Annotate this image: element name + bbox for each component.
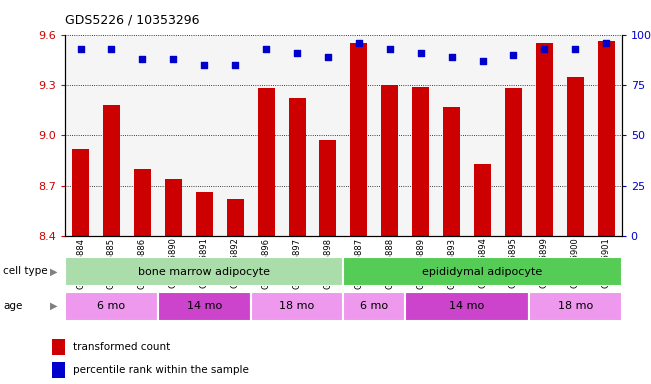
Bar xyxy=(350,43,367,236)
Point xyxy=(353,40,364,46)
Bar xyxy=(405,292,529,321)
Bar xyxy=(134,169,151,236)
Point xyxy=(106,46,117,52)
Bar xyxy=(165,179,182,236)
Text: 6 mo: 6 mo xyxy=(98,301,126,311)
Bar xyxy=(343,292,405,321)
Point xyxy=(137,56,148,62)
Bar xyxy=(536,43,553,236)
Point xyxy=(76,46,86,52)
Bar xyxy=(288,98,305,236)
Text: cell type: cell type xyxy=(3,266,48,276)
Bar xyxy=(474,164,491,236)
Text: ▶: ▶ xyxy=(49,266,57,276)
Text: 18 mo: 18 mo xyxy=(279,301,314,311)
Point xyxy=(415,50,426,56)
Bar xyxy=(196,192,213,236)
Bar xyxy=(227,199,243,236)
Bar xyxy=(598,41,615,236)
Point xyxy=(261,46,271,52)
Bar xyxy=(320,141,337,236)
Point xyxy=(292,50,302,56)
Bar xyxy=(412,87,429,236)
Point xyxy=(447,54,457,60)
Bar xyxy=(529,292,622,321)
Point xyxy=(601,40,611,46)
Point xyxy=(168,56,178,62)
Bar xyxy=(567,76,584,236)
Point xyxy=(199,62,210,68)
Text: 18 mo: 18 mo xyxy=(558,301,593,311)
Text: 14 mo: 14 mo xyxy=(449,301,485,311)
Text: epididymal adipocyte: epididymal adipocyte xyxy=(422,266,543,277)
Bar xyxy=(258,88,275,236)
Point xyxy=(385,46,395,52)
Point xyxy=(570,46,581,52)
Point xyxy=(539,46,549,52)
Point xyxy=(230,62,240,68)
Text: ▶: ▶ xyxy=(49,301,57,311)
Text: GDS5226 / 10353296: GDS5226 / 10353296 xyxy=(65,13,200,26)
Point xyxy=(477,58,488,64)
Bar xyxy=(52,339,65,355)
Text: age: age xyxy=(3,301,23,311)
Bar xyxy=(72,149,89,236)
Text: percentile rank within the sample: percentile rank within the sample xyxy=(73,365,249,375)
Bar xyxy=(443,107,460,236)
Bar xyxy=(52,362,65,378)
Bar xyxy=(251,292,343,321)
Text: transformed count: transformed count xyxy=(73,342,170,352)
Text: 14 mo: 14 mo xyxy=(187,301,222,311)
Bar xyxy=(65,257,344,286)
Text: 6 mo: 6 mo xyxy=(360,301,389,311)
Bar xyxy=(65,292,158,321)
Bar xyxy=(381,85,398,236)
Bar xyxy=(158,292,251,321)
Point xyxy=(508,52,519,58)
Text: bone marrow adipocyte: bone marrow adipocyte xyxy=(138,266,270,277)
Point xyxy=(323,54,333,60)
Bar xyxy=(343,257,622,286)
Bar xyxy=(505,88,522,236)
Bar xyxy=(103,105,120,236)
